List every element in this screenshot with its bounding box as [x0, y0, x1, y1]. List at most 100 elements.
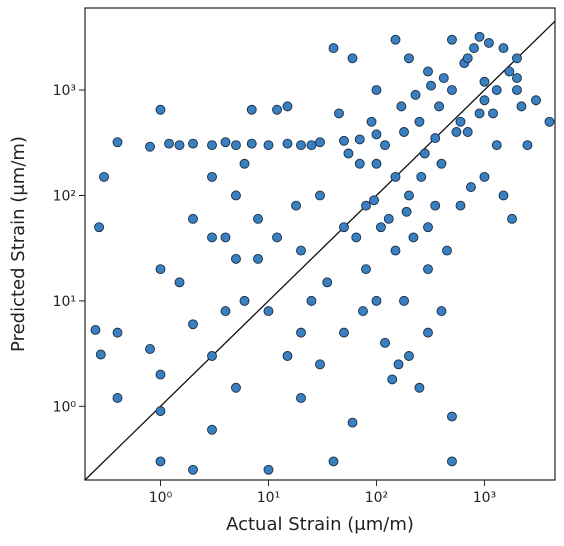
y-tick-label: 10³ [53, 83, 76, 99]
point [544, 116, 555, 127]
point [339, 327, 349, 338]
point [498, 43, 509, 54]
point [112, 137, 123, 148]
point [474, 108, 485, 119]
y-tick-label: 10⁰ [53, 399, 77, 415]
point [207, 351, 217, 361]
point [322, 277, 333, 288]
point [436, 158, 447, 169]
point [296, 393, 306, 403]
point [479, 95, 490, 106]
point [174, 277, 185, 288]
point [466, 182, 476, 193]
point [512, 53, 522, 64]
point [246, 138, 257, 149]
point [438, 73, 449, 83]
point [188, 138, 198, 149]
point [516, 101, 527, 112]
point [207, 140, 217, 151]
point [282, 138, 293, 149]
point [408, 232, 419, 243]
point [112, 327, 123, 338]
point [220, 306, 231, 317]
point [155, 456, 166, 467]
point [361, 264, 371, 275]
point [263, 306, 274, 317]
point [479, 171, 490, 182]
point [491, 85, 502, 95]
point [462, 53, 473, 64]
point [282, 101, 293, 112]
plot-frame [84, 7, 556, 481]
point [94, 222, 105, 233]
point [99, 171, 109, 182]
point [404, 53, 414, 64]
point [383, 213, 394, 224]
point [380, 140, 390, 151]
point [390, 171, 401, 182]
point [504, 66, 515, 77]
point [423, 66, 433, 77]
point [430, 133, 441, 144]
point [498, 190, 509, 201]
point [442, 245, 452, 256]
point [396, 101, 407, 112]
point [436, 306, 447, 317]
point [462, 127, 473, 137]
x-tick-label: 10⁰ [149, 490, 173, 506]
point [174, 140, 185, 151]
point [145, 344, 155, 354]
point [207, 171, 217, 182]
point [231, 140, 241, 151]
point [430, 200, 441, 211]
point [426, 80, 436, 91]
point [315, 190, 325, 201]
point [455, 116, 466, 127]
point [296, 327, 306, 338]
point [315, 359, 325, 370]
point [491, 140, 502, 151]
point [399, 295, 409, 306]
point [479, 76, 490, 87]
point [419, 148, 430, 159]
point [207, 424, 217, 435]
point [488, 108, 498, 119]
point [231, 190, 241, 201]
point [263, 140, 274, 151]
point [414, 382, 425, 393]
point [434, 101, 445, 112]
point [404, 190, 414, 201]
point [90, 325, 101, 335]
point [155, 406, 166, 417]
point [446, 411, 457, 422]
point [239, 295, 250, 306]
point [416, 171, 427, 182]
y-tick-label: 10¹ [53, 294, 76, 310]
point [282, 351, 293, 361]
point [207, 232, 217, 243]
point [399, 127, 409, 137]
point [354, 158, 365, 169]
point [390, 34, 401, 45]
point [380, 337, 390, 348]
point [371, 158, 382, 169]
point [272, 104, 282, 115]
point [306, 295, 317, 306]
point [387, 374, 398, 385]
point [390, 245, 401, 256]
point [315, 137, 325, 148]
point [474, 31, 485, 42]
point [423, 222, 433, 233]
point [339, 135, 349, 146]
point [455, 200, 466, 211]
point [369, 195, 380, 206]
point [343, 148, 354, 159]
point [401, 206, 412, 217]
identity-line [84, 20, 556, 481]
point [410, 89, 421, 100]
point [354, 134, 365, 145]
point [512, 73, 522, 83]
point [393, 359, 404, 370]
point [347, 53, 358, 64]
